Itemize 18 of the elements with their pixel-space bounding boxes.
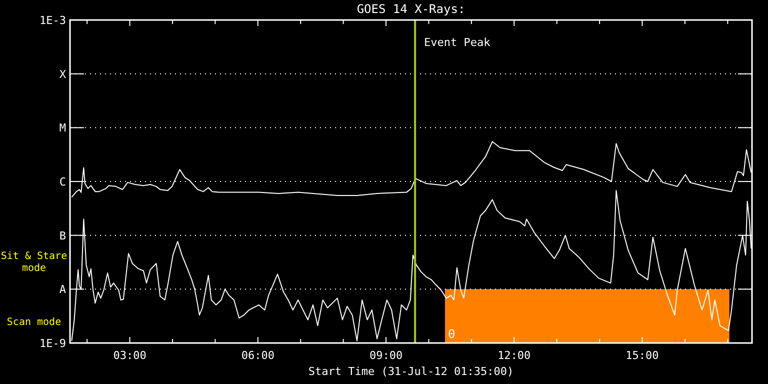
y-tick-label: C [59,176,66,188]
x-tick-label: 09:00 [369,349,403,362]
x-tick-label: 15:00 [626,349,659,362]
x-tick-label: 12:00 [498,349,531,362]
chart-title: GOES 14 X-Rays: [356,2,466,16]
text: Scan mode [6,317,62,328]
y-tick-label: 1E-3 [40,14,66,27]
y-tick-label: X [59,68,66,81]
band-label: 0 [448,327,456,341]
y-tick-label: A [59,283,66,296]
x-axis-title: Start Time (31-Jul-12 01:35:00) [308,365,514,378]
ref-line-label: Event Peak [424,36,491,49]
x-tick-label: 06:00 [241,349,274,362]
y-tick-label: M [59,122,66,135]
y-tick-label: B [59,229,66,242]
text: Sit & Stare mode [0,251,68,274]
x-tick-label: 03:00 [113,349,146,362]
y-tick-label: 1E-9 [40,337,66,350]
